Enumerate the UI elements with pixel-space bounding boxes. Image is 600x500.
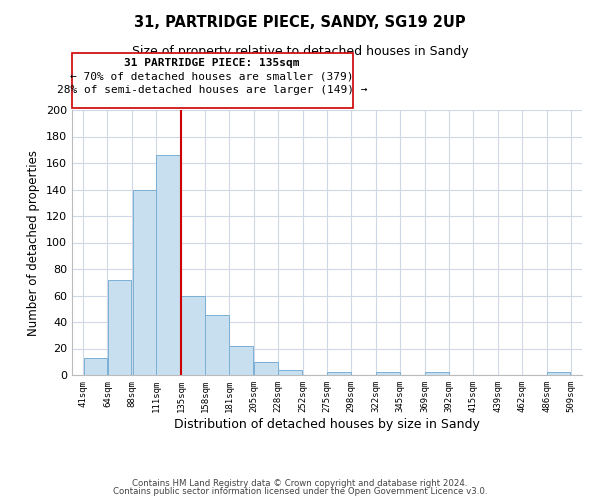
Text: 31 PARTRIDGE PIECE: 135sqm: 31 PARTRIDGE PIECE: 135sqm	[125, 58, 300, 68]
Text: Size of property relative to detached houses in Sandy: Size of property relative to detached ho…	[131, 45, 469, 58]
Bar	[205, 316, 229, 375]
Bar	[425, 372, 449, 375]
X-axis label: Distribution of detached houses by size in Sandy: Distribution of detached houses by size …	[174, 418, 480, 430]
Bar	[229, 346, 253, 375]
Text: 31, PARTRIDGE PIECE, SANDY, SG19 2UP: 31, PARTRIDGE PIECE, SANDY, SG19 2UP	[134, 15, 466, 30]
Bar	[376, 372, 400, 375]
Bar	[254, 362, 278, 375]
Bar	[547, 372, 571, 375]
Text: ← 70% of detached houses are smaller (379): ← 70% of detached houses are smaller (37…	[71, 72, 354, 82]
Bar	[133, 190, 156, 375]
Bar	[83, 358, 107, 375]
Bar	[181, 296, 205, 375]
Bar	[157, 155, 180, 375]
Bar	[278, 370, 302, 375]
Text: 28% of semi-detached houses are larger (149) →: 28% of semi-detached houses are larger (…	[57, 85, 367, 95]
Bar	[107, 280, 131, 375]
Text: Contains public sector information licensed under the Open Government Licence v3: Contains public sector information licen…	[113, 487, 487, 496]
Bar	[327, 372, 351, 375]
Text: Contains HM Land Registry data © Crown copyright and database right 2024.: Contains HM Land Registry data © Crown c…	[132, 478, 468, 488]
Y-axis label: Number of detached properties: Number of detached properties	[28, 150, 40, 336]
